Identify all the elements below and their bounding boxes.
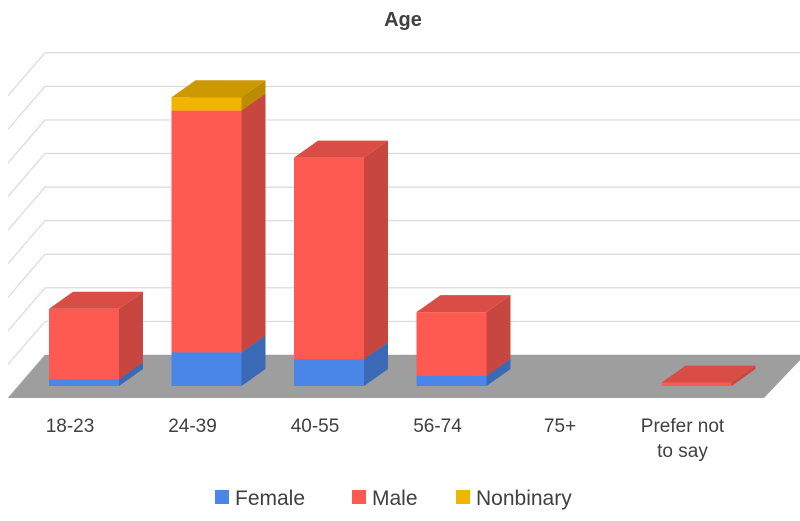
bar-side: [119, 291, 143, 380]
bar-front: [49, 308, 119, 380]
bar-side: [731, 365, 756, 386]
bar-male-4: [416, 295, 511, 376]
legend-swatch: [215, 490, 229, 504]
bar-nonbinary-2: [171, 80, 266, 111]
gridline: [7, 186, 800, 231]
bar-male-2: [171, 93, 266, 353]
chart-title: Age: [384, 9, 422, 31]
legend-swatch: [352, 490, 366, 504]
legend-item-nonbinary: Nonbinary: [456, 487, 572, 510]
category-label: 24-39: [168, 416, 217, 437]
bar-top: [294, 140, 388, 158]
bar-side: [241, 80, 266, 111]
bar-front: [171, 110, 242, 353]
bar-top: [49, 291, 143, 309]
legend-label: Female: [235, 487, 305, 510]
gridline: [7, 52, 800, 97]
bar-front: [171, 352, 242, 386]
category-label: 40-55: [291, 416, 340, 437]
gridline: [7, 320, 800, 365]
category-labels: 18-23 24-39 40-55 56-74 75+ Prefer not to say: [46, 416, 725, 462]
bars: [49, 80, 756, 386]
bar-male-1: [49, 291, 143, 380]
bar-side: [486, 358, 511, 386]
gridline: [7, 220, 800, 265]
bar-side: [241, 93, 266, 353]
bar-side: [364, 342, 388, 386]
bar-front: [416, 312, 487, 376]
bar-top: [661, 365, 756, 383]
bar-side: [241, 335, 266, 386]
bar-front: [49, 379, 119, 386]
category-label: Prefer not to say: [641, 416, 725, 462]
bar-male-3: [294, 140, 388, 360]
bar-top: [416, 295, 511, 313]
gridlines: [7, 52, 800, 399]
legend-item-female: Female: [215, 487, 305, 510]
gridline: [7, 119, 800, 164]
bar-front: [416, 375, 487, 386]
category-label: 18-23: [46, 416, 95, 437]
category-label: 75+: [544, 416, 576, 437]
bar-front: [294, 359, 364, 386]
category-label: 56-74: [413, 416, 462, 437]
bar-top: [171, 80, 266, 98]
bar-front: [661, 382, 732, 386]
gridline: [7, 152, 800, 197]
gridline: [7, 287, 800, 332]
bar-front: [294, 157, 364, 360]
bar-male-6: [661, 365, 756, 386]
legend-label: Nonbinary: [476, 487, 572, 510]
bar-side: [364, 140, 388, 360]
legend: Female Male Nonbinary: [215, 487, 572, 510]
legend-item-male: Male: [352, 487, 418, 510]
gridline: [7, 85, 800, 130]
bar-front: [171, 97, 242, 111]
gridline: [7, 253, 800, 298]
legend-label: Male: [372, 487, 418, 510]
bar-side: [486, 295, 511, 376]
bar-side: [119, 362, 143, 386]
legend-swatch: [456, 490, 470, 504]
